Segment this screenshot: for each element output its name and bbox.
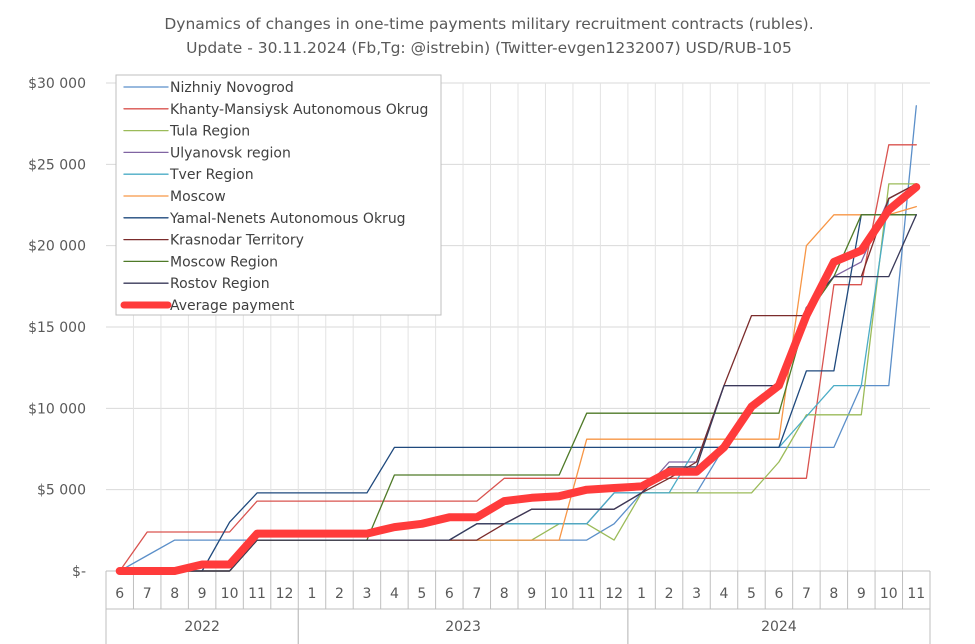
- year-label: 2022: [184, 619, 220, 635]
- x-tick-label: 1: [308, 586, 317, 602]
- legend-label: Tula Region: [169, 124, 250, 140]
- y-tick-label: $25 000: [28, 157, 86, 173]
- x-tick-label: 11: [907, 586, 925, 602]
- legend: Nizhniy Novogrod Khanty-Mansiysk Autonomo…: [115, 74, 442, 316]
- y-tick-label: $20 000: [28, 239, 86, 255]
- x-tick-label: 6: [115, 586, 124, 602]
- x-tick-label: 7: [802, 586, 811, 602]
- series-line-6: [119, 214, 917, 572]
- legend-label: Krasnodar Territory: [170, 233, 304, 249]
- x-tick-label: 6: [774, 586, 783, 602]
- x-tick-label: 9: [857, 586, 866, 602]
- y-tick-label: $10 000: [28, 401, 86, 417]
- legend-label: Rostov Region: [170, 276, 270, 292]
- x-axis: 6 7 8 9 10 11 12 1 2 3 4 5 6 7 8 9 10 11 12 1 2 3 4 5 6 7 8 9 10 1120…: [105, 570, 931, 644]
- legend-box: [115, 74, 442, 316]
- x-tick-label: 10: [550, 586, 568, 602]
- legend-label: Yamal-Nenets Autonomous Okrug: [169, 211, 406, 227]
- x-tick-label: 8: [500, 586, 509, 602]
- y-tick-label: $5 000: [37, 483, 86, 499]
- legend-label: Ulyanovsk region: [170, 145, 291, 161]
- x-tick-label: 10: [221, 586, 239, 602]
- series-line-1: [119, 144, 917, 572]
- y-axis: $- $5 000 $10 000 $15 000 $20 000 $25 000 $30 …: [28, 76, 86, 580]
- legend-label: Nizhniy Novogrod: [170, 80, 294, 96]
- x-tick-label: 6: [445, 586, 454, 602]
- chart-title-line-1: Dynamics of changes in one-time payments…: [164, 15, 813, 33]
- x-tick-label: 8: [829, 586, 838, 602]
- x-tick-label: 9: [527, 586, 536, 602]
- x-tick-label: 11: [248, 586, 266, 602]
- x-tick-label: 8: [170, 586, 179, 602]
- x-tick-label: 10: [880, 586, 898, 602]
- x-tick-label: 7: [143, 586, 152, 602]
- x-tick-label: 4: [390, 586, 399, 602]
- legend-label: Moscow: [170, 189, 226, 205]
- series-line-10: [115, 183, 921, 575]
- legend-label: Tver Region: [169, 167, 254, 183]
- x-tick-label: 9: [198, 586, 207, 602]
- x-tick-label: 3: [692, 586, 701, 602]
- legend-label: Average payment: [170, 298, 295, 314]
- x-tick-label: 1: [637, 586, 646, 602]
- x-tick-label: 3: [362, 586, 371, 602]
- x-tick-label: 12: [276, 586, 294, 602]
- year-label: 2024: [761, 619, 797, 635]
- chart-title-line-2: Update - 30.11.2024 (Fb,Tg: @istrebin) (…: [186, 39, 792, 57]
- x-tick-label: 2: [665, 586, 674, 602]
- legend-label: Moscow Region: [170, 254, 278, 270]
- y-tick-label: $30 000: [28, 76, 86, 92]
- x-tick-label: 2: [335, 586, 344, 602]
- x-tick-label: 4: [720, 586, 729, 602]
- legend-label: Khanty-Mansiysk Autonomous Okrug: [170, 102, 428, 118]
- x-tick-label: 5: [417, 586, 426, 602]
- x-tick-label: 7: [472, 586, 481, 602]
- x-tick-label: 11: [578, 586, 596, 602]
- y-tick-label: $-: [72, 564, 86, 580]
- y-tick-label: $15 000: [28, 320, 86, 336]
- series-lines: [115, 105, 921, 575]
- x-tick-label: 5: [747, 586, 756, 602]
- x-tick-label: 12: [605, 586, 623, 602]
- year-label: 2023: [445, 619, 481, 635]
